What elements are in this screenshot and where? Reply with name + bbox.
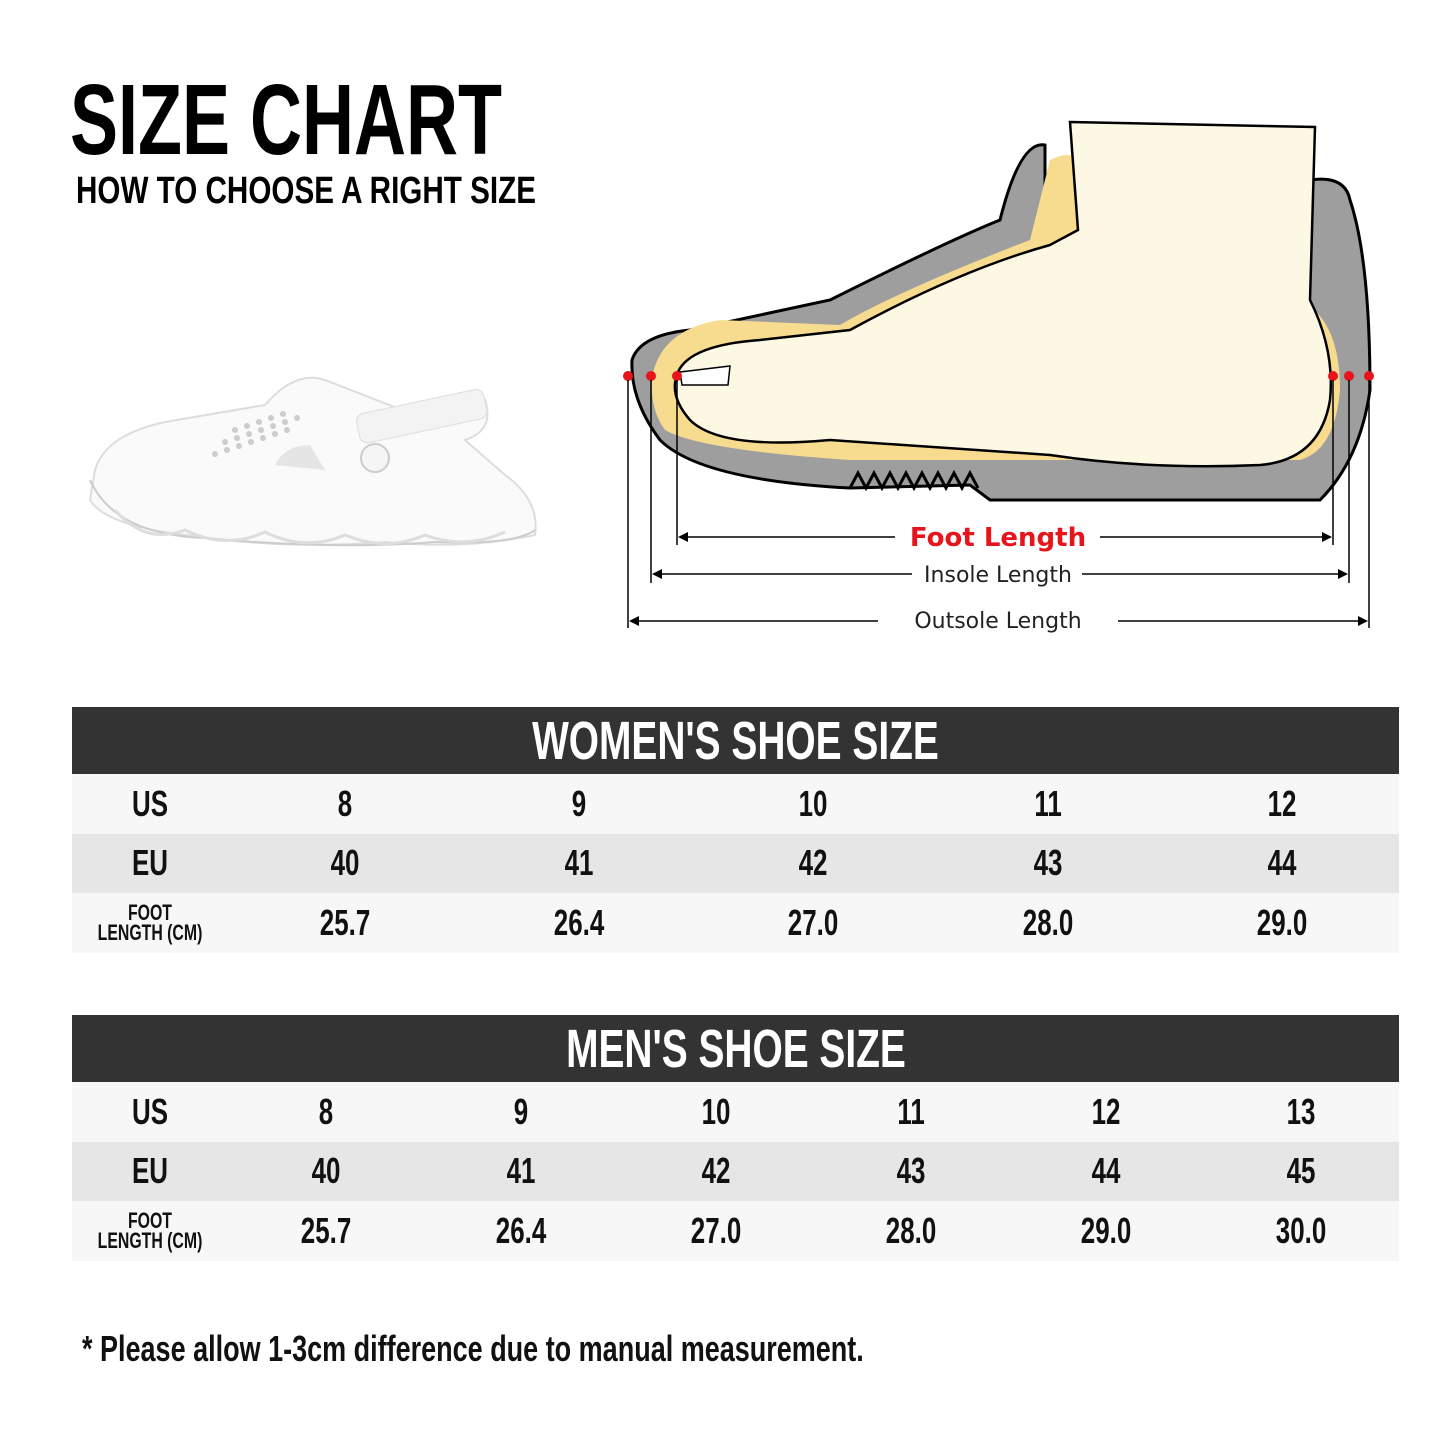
measure-point-markers — [623, 371, 1374, 381]
foot-length-label: Foot Length — [910, 523, 1086, 553]
outsole-length-label: Outsole Length — [914, 609, 1081, 634]
row-label: US — [131, 1090, 168, 1132]
table-cell: 8 — [337, 782, 353, 824]
row-label: EU — [131, 1150, 168, 1192]
table-row-eu: EU 40 41 42 43 44 45 — [72, 1141, 1399, 1201]
table-cell: 28.0 — [885, 1209, 937, 1251]
table-cell: 9 — [513, 1090, 528, 1132]
table-cell: 29.0 — [1256, 901, 1308, 943]
row-label: FOOT LENGTH (CM) — [97, 1207, 203, 1253]
table-cell: 43 — [896, 1150, 926, 1192]
table-cell: 25.7 — [319, 901, 371, 943]
table-cell: 42 — [799, 842, 828, 884]
table-cell: 29.0 — [1081, 1209, 1132, 1251]
table-row-eu: EU 40 41 42 43 44 — [72, 833, 1399, 893]
mens-size-table: MEN'S SHOE SIZE US 8 9 10 11 12 13 EU 40… — [72, 1015, 1399, 1261]
table-cell: 28.0 — [1022, 901, 1073, 943]
table-cell: 26.4 — [495, 1209, 546, 1251]
table-cell: 26.4 — [554, 901, 605, 943]
table-cell: 45 — [1287, 1150, 1316, 1192]
table-cell: 11 — [897, 1090, 925, 1132]
table-cell: 27.0 — [690, 1209, 742, 1251]
page-subtitle: HOW TO CHOOSE A RIGHT SIZE — [76, 170, 536, 212]
table-cell: 40 — [311, 1150, 341, 1192]
row-label: FOOT LENGTH (CM) — [97, 899, 203, 945]
table-cell: 40 — [330, 842, 360, 884]
table-row-us: US 8 9 10 11 12 13 — [72, 1082, 1399, 1142]
table-cell: 44 — [1091, 1150, 1121, 1192]
row-label: EU — [131, 842, 168, 884]
table-cell: 41 — [506, 1150, 536, 1192]
table-cell: 10 — [701, 1090, 731, 1132]
table-cell: 42 — [701, 1150, 731, 1192]
foot-shape — [673, 120, 1333, 468]
row-label: US — [131, 782, 168, 824]
table-row-foot-length: FOOT LENGTH (CM) 25.7 26.4 27.0 28.0 29.… — [72, 1201, 1399, 1261]
womens-table-title: WOMEN'S SHOE SIZE — [72, 707, 1399, 774]
table-cell: 44 — [1267, 842, 1297, 884]
table-cell: 12 — [1091, 1090, 1121, 1132]
table-row-foot-length: FOOT LENGTH (CM) 25.7 26.4 27.0 28.0 29.… — [72, 893, 1399, 953]
table-cell: 10 — [799, 782, 828, 824]
table-cell: 41 — [564, 842, 594, 884]
table-cell: 30.0 — [1276, 1209, 1327, 1251]
table-cell: 12 — [1267, 782, 1297, 824]
table-cell: 43 — [1033, 842, 1063, 884]
table-cell: 13 — [1287, 1090, 1316, 1132]
table-cell: 9 — [572, 782, 587, 824]
womens-size-table: WOMEN'S SHOE SIZE US 8 9 10 11 12 EU 40 … — [72, 707, 1399, 953]
table-cell: 25.7 — [300, 1209, 351, 1251]
table-row-us: US 8 9 10 11 12 — [72, 774, 1399, 834]
table-cell: 27.0 — [788, 901, 839, 943]
mens-table-title: MEN'S SHOE SIZE — [72, 1015, 1399, 1082]
table-cell: 8 — [318, 1090, 333, 1132]
footnote: * Please allow 1-3cm difference due to m… — [82, 1328, 864, 1369]
insole-length-label: Insole Length — [924, 563, 1072, 588]
foot-measurement-diagram: Foot Length Insole Length Outsole Length — [623, 120, 1374, 634]
page-title: SIZE CHART — [70, 64, 503, 176]
clog-shoe-image — [88, 376, 537, 547]
table-cell: 11 — [1034, 782, 1062, 824]
